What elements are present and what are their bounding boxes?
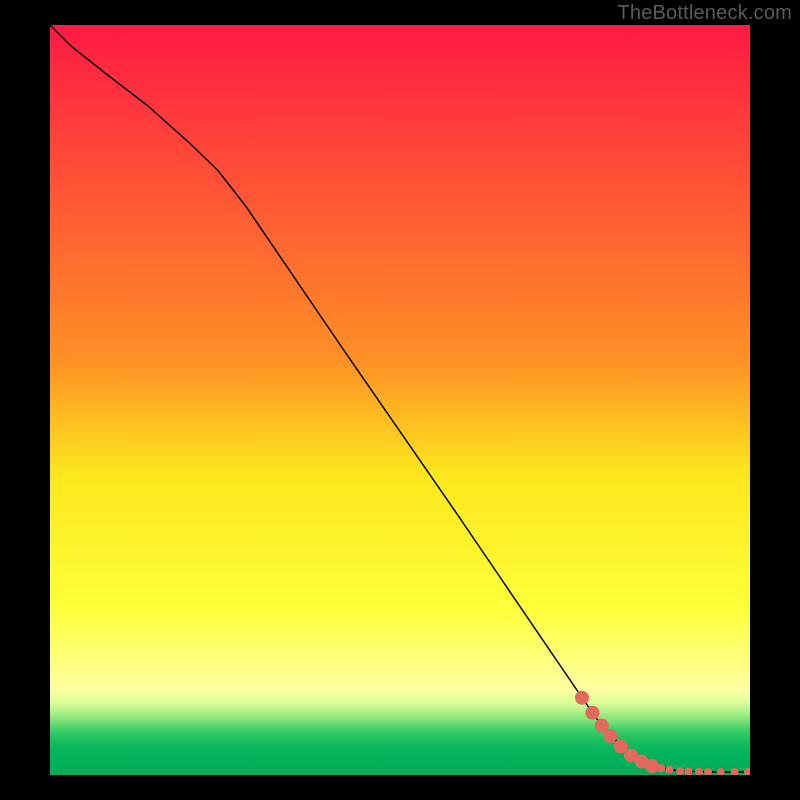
gradient-background (50, 25, 750, 775)
chart-plot (50, 25, 750, 775)
watermark-text: TheBottleneck.com (617, 2, 792, 25)
chart-svg (50, 25, 750, 775)
data-marker (645, 759, 659, 773)
data-marker (666, 766, 674, 774)
data-marker (603, 729, 617, 743)
data-marker (575, 691, 589, 705)
data-marker (676, 767, 684, 775)
data-marker (657, 764, 665, 772)
data-marker (586, 706, 600, 720)
